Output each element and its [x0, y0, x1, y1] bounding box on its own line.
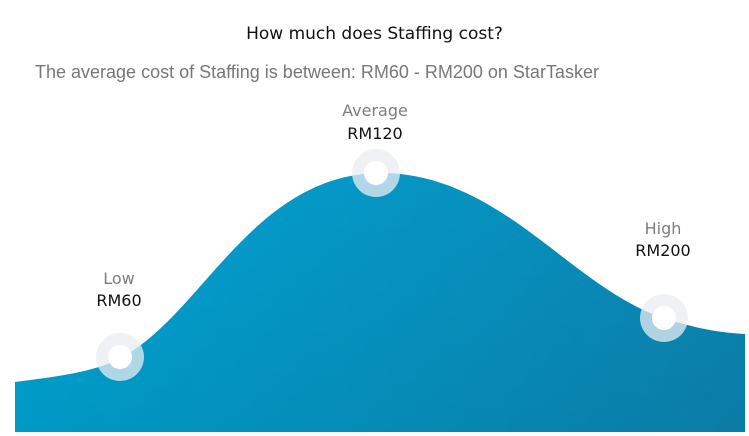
page-title: How much does Staffing cost? — [246, 24, 503, 44]
label-value-low: RM60 — [96, 291, 141, 310]
label-name-low: Low — [103, 269, 135, 288]
marker-dot-average — [364, 161, 388, 185]
label-value-average: RM120 — [347, 124, 402, 143]
label-value-high: RM200 — [635, 241, 690, 260]
price-range-subtitle: The average cost of Staffing is between:… — [35, 62, 599, 82]
label-name-average: Average — [342, 101, 408, 120]
label-name-high: High — [645, 219, 682, 238]
marker-dot-high — [652, 306, 676, 330]
distribution-curve-shade — [15, 172, 745, 432]
marker-dot-low — [108, 345, 132, 369]
